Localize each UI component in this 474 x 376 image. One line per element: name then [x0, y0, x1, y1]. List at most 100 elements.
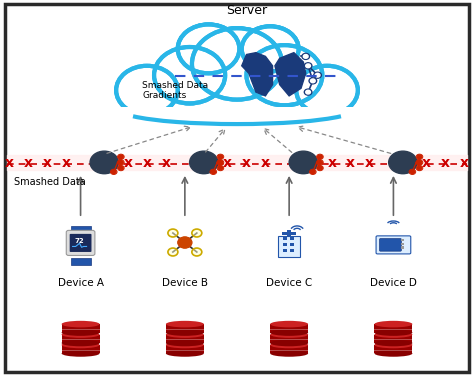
Circle shape	[192, 28, 282, 100]
Ellipse shape	[374, 331, 412, 338]
Bar	[374, 324, 412, 332]
Circle shape	[304, 63, 312, 69]
Ellipse shape	[166, 331, 204, 338]
Text: x: x	[62, 156, 71, 170]
Circle shape	[168, 248, 178, 256]
FancyBboxPatch shape	[376, 236, 411, 254]
Circle shape	[178, 237, 192, 248]
Circle shape	[192, 229, 202, 237]
Bar	[401, 238, 404, 241]
Circle shape	[309, 78, 317, 84]
Text: x: x	[441, 156, 450, 170]
Bar	[270, 345, 308, 353]
Circle shape	[218, 155, 223, 159]
Circle shape	[111, 170, 116, 174]
Bar	[282, 232, 296, 235]
Circle shape	[417, 155, 422, 159]
Circle shape	[247, 46, 321, 105]
Polygon shape	[275, 53, 306, 96]
Bar	[71, 226, 91, 232]
Circle shape	[318, 161, 322, 164]
FancyBboxPatch shape	[380, 239, 401, 251]
Text: x: x	[143, 156, 151, 170]
Bar	[71, 258, 91, 265]
Bar	[62, 345, 100, 353]
Bar	[290, 249, 294, 252]
Ellipse shape	[62, 340, 100, 346]
Circle shape	[118, 155, 123, 159]
Ellipse shape	[374, 340, 412, 346]
Circle shape	[242, 27, 298, 71]
Ellipse shape	[166, 350, 204, 357]
Bar	[283, 237, 287, 240]
Bar	[401, 247, 404, 249]
Circle shape	[155, 47, 225, 103]
Text: x: x	[328, 156, 336, 170]
Circle shape	[118, 166, 123, 170]
FancyBboxPatch shape	[66, 230, 95, 255]
Ellipse shape	[166, 340, 204, 346]
Circle shape	[310, 170, 315, 174]
Ellipse shape	[166, 342, 204, 348]
Bar	[270, 335, 308, 343]
Circle shape	[296, 66, 358, 115]
FancyBboxPatch shape	[70, 234, 91, 252]
Circle shape	[314, 72, 321, 78]
Bar	[62, 350, 100, 351]
Bar	[166, 345, 204, 353]
Bar	[62, 335, 100, 343]
Ellipse shape	[270, 340, 308, 346]
Bar	[270, 329, 308, 330]
Circle shape	[118, 161, 123, 164]
Text: x: x	[422, 156, 431, 170]
Ellipse shape	[270, 342, 308, 348]
Bar	[374, 340, 412, 341]
Bar	[374, 335, 412, 343]
Bar	[62, 340, 100, 341]
Text: x: x	[261, 156, 270, 170]
Polygon shape	[242, 53, 273, 96]
Ellipse shape	[374, 350, 412, 357]
Bar	[166, 340, 204, 341]
Ellipse shape	[62, 329, 100, 336]
Bar	[116, 107, 358, 130]
Circle shape	[303, 55, 308, 58]
Text: Device A: Device A	[57, 278, 104, 288]
Circle shape	[297, 66, 357, 114]
Bar	[283, 243, 287, 246]
Ellipse shape	[62, 350, 100, 357]
Circle shape	[190, 151, 218, 174]
Ellipse shape	[270, 329, 308, 336]
Text: 72: 72	[75, 238, 84, 244]
Circle shape	[306, 90, 310, 94]
Circle shape	[389, 151, 417, 174]
Ellipse shape	[374, 342, 412, 348]
Text: Device B: Device B	[162, 278, 208, 288]
Text: x: x	[460, 156, 469, 170]
Bar	[62, 324, 100, 332]
Text: x: x	[24, 156, 33, 170]
Circle shape	[218, 166, 223, 170]
Text: x: x	[365, 156, 374, 170]
Text: x: x	[5, 156, 14, 170]
Circle shape	[116, 66, 178, 115]
Circle shape	[192, 248, 202, 256]
Text: Device C: Device C	[266, 278, 312, 288]
Ellipse shape	[270, 331, 308, 338]
Ellipse shape	[270, 321, 308, 327]
Text: x: x	[346, 156, 355, 170]
Text: x: x	[43, 156, 52, 170]
Circle shape	[306, 64, 310, 68]
Ellipse shape	[62, 342, 100, 348]
Circle shape	[242, 26, 299, 71]
FancyBboxPatch shape	[5, 4, 469, 372]
Text: x: x	[124, 156, 132, 170]
Text: Smashed Data: Smashed Data	[14, 177, 86, 187]
Circle shape	[318, 166, 322, 170]
Ellipse shape	[62, 331, 100, 338]
Bar	[283, 249, 287, 252]
Circle shape	[178, 24, 239, 73]
Bar	[290, 237, 294, 240]
Text: Smashed Data
Gradients: Smashed Data Gradients	[142, 80, 209, 100]
Circle shape	[417, 166, 422, 170]
